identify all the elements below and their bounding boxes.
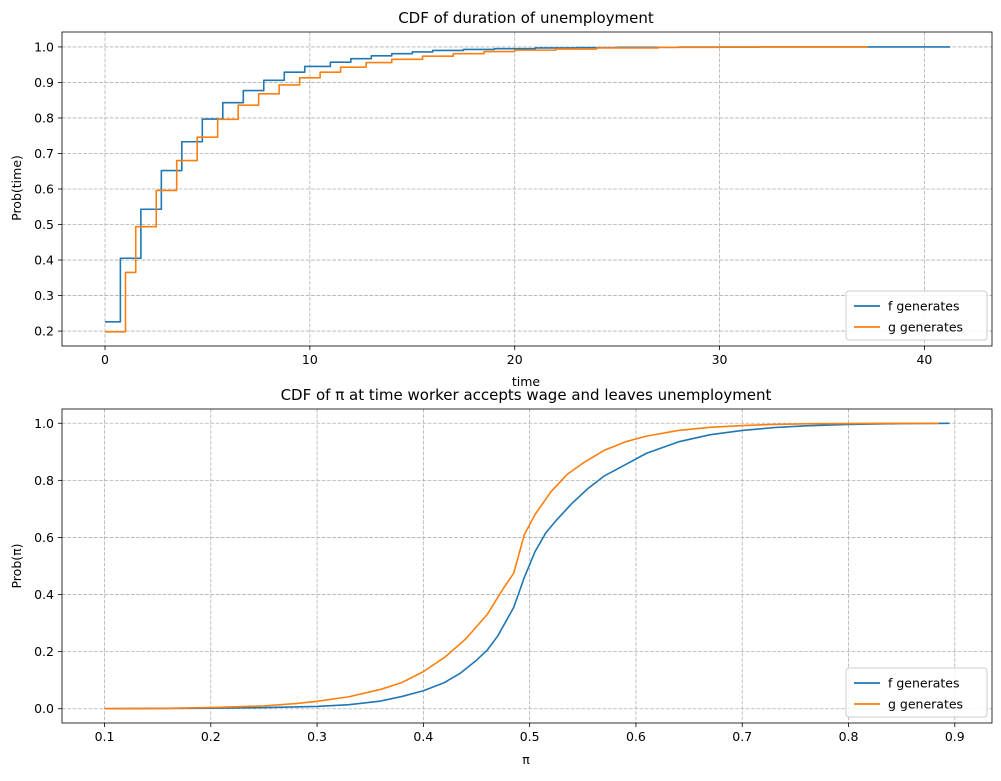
legend-label: g generates bbox=[888, 697, 963, 712]
y-tick-label: 0.6 bbox=[34, 182, 54, 197]
chart-top-xlabel: time bbox=[512, 374, 541, 389]
chart-bottom-title: CDF of π at time worker accepts wage and… bbox=[281, 386, 772, 404]
x-tick-label: 0 bbox=[101, 352, 109, 367]
series-line-g bbox=[105, 46, 869, 333]
chart-bottom-ylabel: Prob(π) bbox=[9, 543, 24, 588]
x-tick-label: 10 bbox=[302, 352, 318, 367]
y-tick-label: 0.8 bbox=[34, 473, 54, 488]
y-tick-label: 0.4 bbox=[34, 253, 54, 268]
x-tick-label: 0.1 bbox=[95, 729, 115, 744]
chart-bottom-legend: f generates g generates bbox=[845, 667, 988, 718]
series-line-g bbox=[104, 422, 939, 710]
chart-top-legend: f generates g generates bbox=[845, 290, 988, 341]
x-tick-label: 0.6 bbox=[626, 729, 646, 744]
chart-top-title: CDF of duration of unemployment bbox=[398, 9, 654, 27]
x-tick-label: 30 bbox=[712, 352, 728, 367]
x-tick-label: 0.4 bbox=[413, 729, 433, 744]
chart-top-ylabel: Prob(time) bbox=[9, 155, 24, 221]
x-tick-label: 0.2 bbox=[201, 729, 221, 744]
legend-label: f generates bbox=[888, 676, 960, 691]
chart-top-grid bbox=[62, 32, 992, 346]
y-tick-label: 0.5 bbox=[34, 217, 54, 232]
y-tick-label: 0.2 bbox=[34, 324, 54, 339]
chart-top-ticks: 0 10 20 30 40 0.2 0.3 0.4 0.5 0.6 0.7 0.8 0.9 1.0 bbox=[34, 39, 932, 367]
chart-top: CDF of duration of unemployment time Pro… bbox=[9, 9, 993, 389]
x-tick-label: 0.9 bbox=[945, 729, 965, 744]
y-tick-label: 1.0 bbox=[34, 39, 54, 54]
legend-label: g generates bbox=[888, 320, 963, 335]
y-tick-label: 0.4 bbox=[34, 587, 54, 602]
y-tick-label: 0.8 bbox=[34, 110, 54, 125]
chart-bottom-xlabel: π bbox=[522, 752, 530, 767]
x-tick-label: 20 bbox=[507, 352, 523, 367]
series-line-f bbox=[104, 422, 950, 710]
y-tick-label: 0.7 bbox=[34, 146, 54, 161]
x-tick-label: 0.5 bbox=[520, 729, 540, 744]
chart-bottom: CDF of π at time worker accepts wage and… bbox=[9, 386, 993, 767]
y-tick-label: 0.6 bbox=[34, 530, 54, 545]
x-tick-label: 0.3 bbox=[307, 729, 327, 744]
chart-bottom-ticks: 0.1 0.2 0.3 0.4 0.5 0.6 0.7 0.8 0.9 0.0 0.2 0.4 0.6 0… bbox=[34, 416, 965, 744]
legend-label: f generates bbox=[888, 299, 960, 314]
chart-top-series bbox=[105, 46, 951, 333]
chart-bottom-series bbox=[104, 422, 950, 710]
y-tick-label: 0.9 bbox=[34, 75, 54, 90]
series-line-f bbox=[105, 46, 951, 323]
y-tick-label: 0.0 bbox=[34, 701, 54, 716]
x-tick-label: 40 bbox=[916, 352, 932, 367]
x-tick-label: 0.8 bbox=[839, 729, 859, 744]
legend-box bbox=[845, 290, 988, 341]
y-tick-label: 0.3 bbox=[34, 288, 54, 303]
y-tick-label: 0.2 bbox=[34, 644, 54, 659]
legend-box bbox=[845, 667, 988, 718]
y-tick-label: 1.0 bbox=[34, 416, 54, 431]
chart-bottom-frame bbox=[61, 408, 993, 724]
x-tick-label: 0.7 bbox=[732, 729, 752, 744]
